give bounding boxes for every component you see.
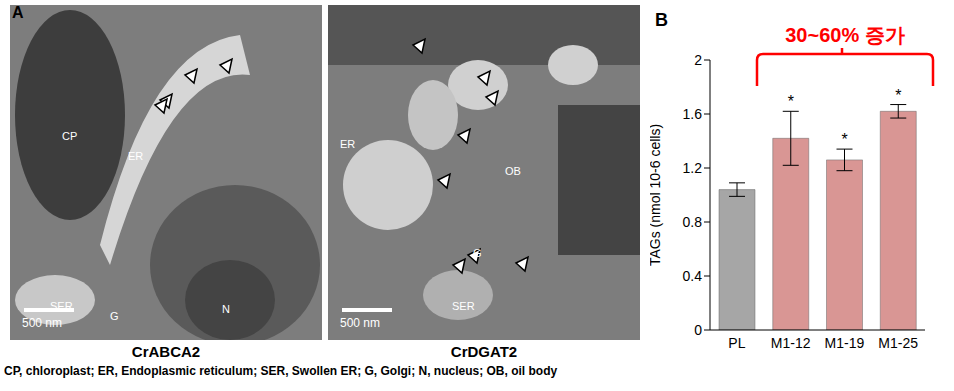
html-text:ER: ER	[340, 138, 356, 150]
svg-text:TAGs (nmol 10-6 cells): TAGs (nmol 10-6 cells)	[650, 124, 663, 266]
svg-text:1.6: 1.6	[683, 106, 703, 122]
html-text:SER: SER	[452, 300, 475, 312]
html-text:G: G	[473, 247, 482, 259]
html-text:CP, chloroplast; ER, Endoplasm: CP, chloroplast; ER, Endoplasmic reticul…	[4, 364, 558, 378]
svg-text:M1-12: M1-12	[771, 335, 811, 351]
html-text:N: N	[222, 303, 230, 315]
html-text:500 nm: 500 nm	[340, 316, 380, 330]
svg-text:*: *	[841, 131, 847, 148]
svg-text:PL: PL	[728, 335, 745, 351]
svg-text:2: 2	[694, 52, 702, 68]
html-text:CP: CP	[62, 130, 78, 142]
svg-text:0.8: 0.8	[683, 214, 703, 230]
svg-text:0.4: 0.4	[683, 268, 703, 284]
html-text:OB: OB	[505, 165, 521, 177]
html-text:CrDGAT2: CrDGAT2	[450, 343, 518, 360]
html-text:CrABCA2: CrABCA2	[131, 343, 201, 360]
svg-text:M1-25: M1-25	[878, 335, 918, 351]
svg-text:0: 0	[694, 322, 702, 338]
html-text:30~60% 증가: 30~60% 증가	[785, 24, 905, 46]
html-text:ER: ER	[128, 150, 144, 162]
html-text:G: G	[110, 310, 119, 322]
svg-text:*: *	[895, 87, 901, 104]
svg-text:M1-19: M1-19	[825, 335, 865, 351]
html-text:B: B	[655, 10, 668, 30]
html-text:A: A	[12, 4, 24, 21]
html-text:500 nm: 500 nm	[22, 316, 62, 330]
svg-text:1.2: 1.2	[683, 160, 703, 176]
svg-text:*: *	[788, 93, 794, 110]
html-text:SER: SER	[50, 300, 73, 312]
